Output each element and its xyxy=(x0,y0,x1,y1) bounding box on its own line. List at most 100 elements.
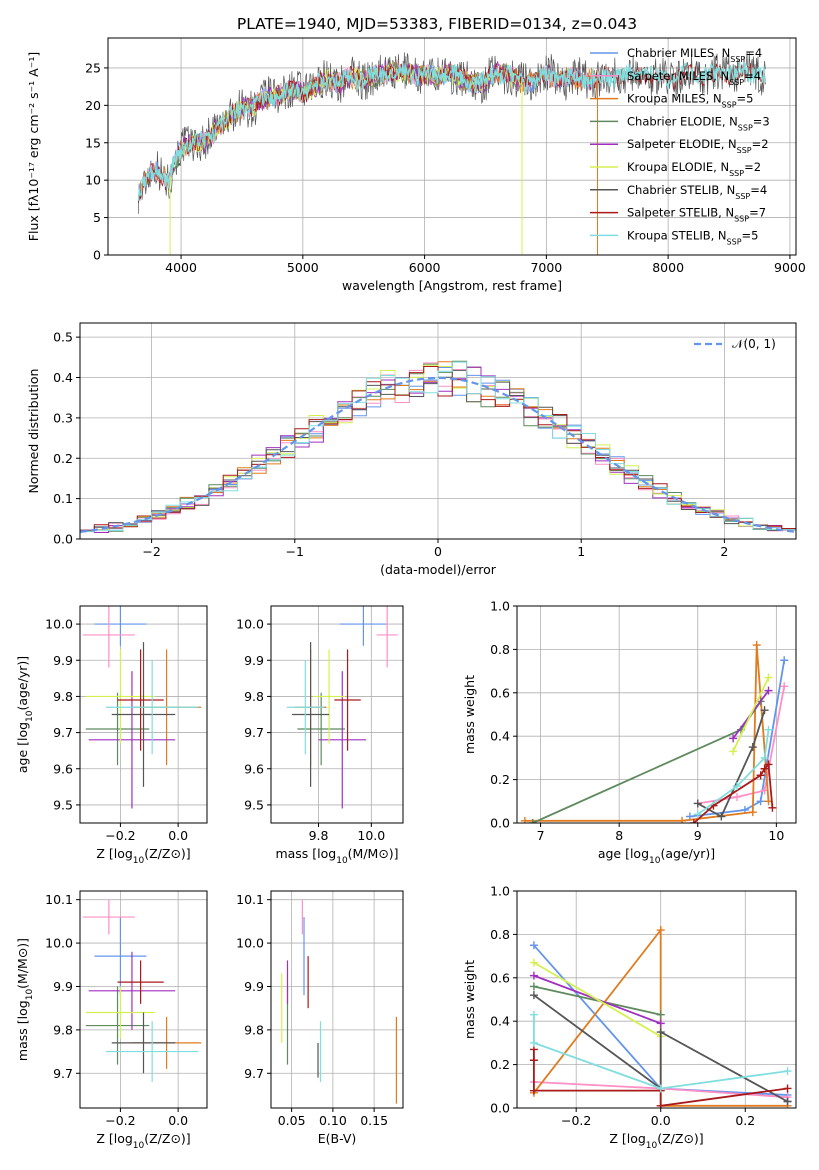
x-axis-label-tail: (M/M⊙)] xyxy=(348,846,399,861)
weight-marker xyxy=(760,764,769,773)
y-axis-label: mass [log10(M/M⊙)] xyxy=(15,938,35,1061)
weight-marker xyxy=(764,725,773,734)
y-tick-label: 10.0 xyxy=(236,617,264,632)
y-tick-label: 0.6 xyxy=(490,970,510,985)
x-axis-label: Z [log10(Z/Z⊙)] xyxy=(609,1131,703,1151)
y-tick-label: 9.8 xyxy=(53,689,73,704)
y-axis-label-sub: 10 xyxy=(25,989,35,1001)
legend-label-tail: =2 xyxy=(752,137,769,151)
z-mass-panel: −0.2 0.0 9.7 9.8 9.9 10.0 10.1 Z [log10(Z/Z⊙)] m… xyxy=(15,890,208,1151)
weight-marker xyxy=(768,803,777,812)
y-tick-label: 9.9 xyxy=(53,979,73,994)
x-tick-label: 9.8 xyxy=(309,828,329,843)
weight-marker xyxy=(783,1097,792,1106)
weight-marker xyxy=(748,743,757,752)
legend-label: Chabrier MILES, NSSP=4 xyxy=(627,46,762,64)
y-tick-label: 0.0 xyxy=(490,1101,510,1116)
legend-label-sub: SSP xyxy=(737,146,752,155)
weight-marker xyxy=(529,958,538,967)
x-tick-label: 7 xyxy=(537,828,545,843)
weight-marker xyxy=(729,747,738,756)
weight-marker xyxy=(656,926,665,935)
weight-marker xyxy=(783,1084,792,1093)
legend-label-tail: =5 xyxy=(737,92,754,106)
x-axis-label-sub: 10 xyxy=(133,856,145,866)
weight-marker xyxy=(764,673,773,682)
weight-marker xyxy=(729,734,738,743)
x-axis-label-sub: 10 xyxy=(336,856,348,866)
grid xyxy=(271,606,403,823)
axes-frame xyxy=(79,890,208,1109)
axes-decor: 7 8 9 10 0.0 0.2 0.4 0.6 0.8 1.0 age [log10(age/yr… xyxy=(462,599,797,866)
x-axis-label: wavelength [Angstrom, rest frame] xyxy=(342,278,562,293)
y-tick-label: 10 xyxy=(85,173,101,188)
mass-age-panel: 9.8 10.0 9.5 9.6 9.7 9.8 9.9 10.0 mass [log10(M/… xyxy=(236,605,404,866)
age-weight-panel: 7 8 9 10 0.0 0.2 0.4 0.6 0.8 1.0 age [log10(age/yr… xyxy=(462,599,797,866)
y-tick-label: 0.0 xyxy=(490,816,510,831)
y-tick-label: 10.1 xyxy=(45,892,73,907)
legend-label: 𝒩(0, 1) xyxy=(732,337,776,351)
legend-label-tail: =4 xyxy=(750,183,767,197)
x-tick-label: 2 xyxy=(720,544,728,559)
weight-marker xyxy=(656,1084,665,1093)
weight-marker xyxy=(656,1019,665,1028)
x-tick-label: 6000 xyxy=(409,260,441,275)
y-tick-label: 10.0 xyxy=(45,617,73,632)
y-tick-label: 0.4 xyxy=(490,729,510,744)
x-axis-label: age [log10(age/yr)] xyxy=(598,846,715,866)
x-tick-label: −0.2 xyxy=(105,1113,135,1128)
y-tick-label: 10.0 xyxy=(236,936,264,951)
grid xyxy=(80,891,207,1108)
weight-marker xyxy=(764,686,773,695)
y-tick-label: 0.1 xyxy=(53,491,73,506)
axes-frame xyxy=(79,322,797,540)
x-tick-label: 9000 xyxy=(774,260,806,275)
residuals-panel: −2 −1 0 1 2 0.0 0.1 0.2 0.3 0.4 0.5 (data-model)/er… xyxy=(26,322,797,577)
weight-marker xyxy=(693,810,702,819)
x-tick-label: 0.0 xyxy=(168,1113,188,1128)
weight-marker xyxy=(529,1056,538,1065)
legend-label: Kroupa STELIB, NSSP=5 xyxy=(627,228,758,246)
y-tick-label: 9.8 xyxy=(53,1022,73,1037)
legend-label-sub: SSP xyxy=(729,169,744,178)
y-tick-label: 25 xyxy=(85,60,101,75)
y-tick-label: 9.7 xyxy=(244,725,264,740)
weight-marker xyxy=(780,656,789,665)
legend-label: Chabrier ELODIE, NSSP=3 xyxy=(627,114,770,131)
weight-marker xyxy=(529,941,538,950)
legend-label-tail: =4 xyxy=(745,46,762,60)
weight-marker xyxy=(756,771,765,780)
weight-line xyxy=(533,985,661,1016)
y-axis-label: Flux [fλ10⁻¹⁷ erg cm⁻² s⁻¹ A⁻¹] xyxy=(26,52,41,241)
x-axis-label-sub: 10 xyxy=(649,856,661,866)
y-tick-label: 5 xyxy=(93,210,101,225)
weight-marker xyxy=(678,816,687,823)
x-tick-label: 10.0 xyxy=(357,828,385,843)
legend-label-tail: =5 xyxy=(742,228,759,242)
weight-marker xyxy=(529,1038,538,1047)
y-tick-label: 10.1 xyxy=(236,892,264,907)
x-tick-label: 8 xyxy=(615,828,623,843)
y-tick-label: 0.5 xyxy=(53,330,73,345)
plot-area xyxy=(80,360,796,533)
weight-line xyxy=(533,1014,788,1090)
weight-marker xyxy=(752,641,761,650)
y-tick-label: 0.4 xyxy=(53,370,73,385)
weight-marker xyxy=(656,1010,665,1019)
weight-line xyxy=(693,762,774,823)
grid xyxy=(271,891,403,1108)
weight-marker xyxy=(760,706,769,715)
y-axis-label: age [log10(age/yr)] xyxy=(15,656,35,773)
x-tick-label: −1 xyxy=(286,544,304,559)
plot-area xyxy=(520,641,789,823)
legend: 𝒩(0, 1) xyxy=(694,337,776,351)
legend-label: Kroupa ELODIE, NSSP=2 xyxy=(627,160,761,178)
x-axis-label-sub: 10 xyxy=(646,1141,658,1151)
x-tick-label: 0.2 xyxy=(735,1113,755,1128)
x-axis-label: E(B-V) xyxy=(318,1131,357,1146)
y-tick-label: 9.6 xyxy=(244,761,264,776)
y-tick-label: 9.8 xyxy=(244,689,264,704)
axes-frame xyxy=(270,605,404,824)
y-tick-label: 0.4 xyxy=(490,1014,510,1029)
legend-label: Salpeter MILES, NSSP=4 xyxy=(627,69,761,87)
